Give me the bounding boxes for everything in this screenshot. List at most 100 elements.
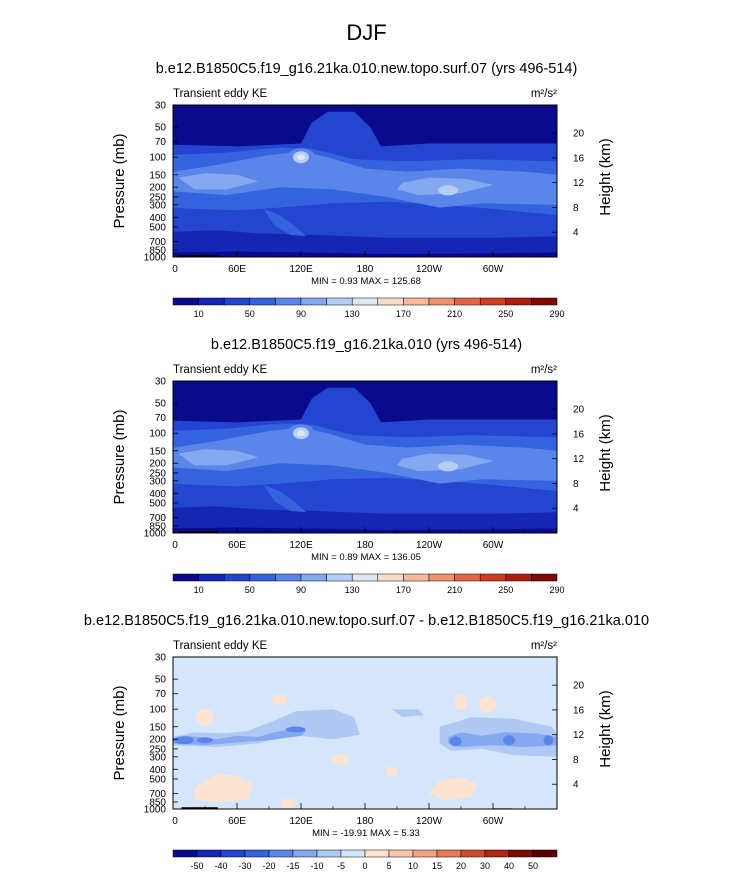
colorbar-label: 50: [245, 309, 255, 319]
pressure-axis-label: Pressure (mb): [111, 685, 128, 780]
colorbar-swatch: [268, 849, 294, 858]
pressure-tick-label: 50: [155, 675, 167, 686]
longitude-tick-label: 120W: [416, 816, 443, 827]
height-tick-label: 8: [573, 479, 579, 490]
colorbar-label: 210: [447, 585, 462, 595]
panel-title: b.e12.B1850C5.f19_g16.21ka.010.new.topo.…: [156, 61, 578, 77]
height-tick-label: 12: [573, 454, 585, 465]
pressure-tick-label: 850: [149, 245, 166, 256]
colorbar-swatch: [436, 849, 462, 858]
longitude-tick-label: 0: [172, 540, 178, 551]
colorbar-swatch: [364, 849, 390, 858]
pressure-tick-label: 300: [149, 752, 166, 763]
longitude-tick-label: 60W: [483, 816, 504, 827]
positive-patch: [455, 694, 467, 711]
panel-units-label: m²/s²: [531, 364, 557, 376]
jet-max-east: [438, 185, 459, 196]
colorbar-swatch: [403, 573, 430, 582]
topography: [178, 255, 218, 257]
pressure-tick-label: 400: [149, 213, 166, 224]
contour-field: [173, 105, 557, 257]
panel-units-label: m²/s²: [531, 640, 557, 652]
pressure-tick-label: 70: [155, 137, 167, 148]
pressure-tick-label: 30: [155, 101, 167, 112]
colorbar-label: 130: [345, 585, 360, 595]
jet-band-2: [173, 151, 557, 208]
colorbar-swatch: [508, 849, 534, 858]
negative-min-east: [543, 735, 554, 746]
colorbar-swatch: [275, 573, 302, 582]
longitude-tick-label: 120W: [416, 540, 443, 551]
topography: [181, 807, 218, 809]
positive-patch: [271, 694, 288, 705]
longitude-tick-label: 120E: [289, 816, 313, 827]
colorbar-swatch: [292, 849, 318, 858]
colorbar-swatch: [479, 297, 507, 306]
colorbar-label: -30: [238, 861, 251, 871]
stratosphere-region: [173, 381, 557, 423]
colorbar-swatch: [275, 297, 302, 306]
stratosphere-region: [173, 105, 557, 147]
colorbar-swatch: [388, 849, 414, 858]
colorbar-swatch: [505, 573, 532, 582]
negative-patch: [391, 709, 424, 718]
positive-patch: [478, 696, 497, 713]
pressure-tick-label: 700: [149, 789, 166, 800]
pressure-tick-label: 250: [149, 468, 166, 479]
colorbar-swatch: [300, 573, 327, 582]
colorbar-swatch: [223, 297, 251, 306]
colorbar-swatch: [532, 849, 558, 858]
colorbar-swatch: [428, 297, 455, 306]
panel-variable-label: Transient eddy KE: [173, 364, 268, 376]
colorbar-label: 10: [194, 585, 204, 595]
pressure-tick-label: 100: [149, 429, 166, 440]
height-tick-label: 4: [573, 228, 579, 239]
colorbar-swatch: [505, 297, 532, 306]
pressure-tick-label: 700: [149, 237, 166, 248]
min-max-label: MIN = 0.89 MAX = 136.05: [311, 552, 421, 563]
min-max-label: MIN = 0.93 MAX = 125.68: [311, 276, 421, 287]
panel-title: b.e12.B1850C5.f19_g16.21ka.010 (yrs 496-…: [211, 337, 522, 353]
longitude-tick-label: 180: [357, 540, 374, 551]
pressure-tick-label: 100: [149, 153, 166, 164]
asian-jet-peak: [297, 430, 305, 437]
colorbar-swatch: [196, 849, 222, 858]
pressure-tick-label: 400: [149, 765, 166, 776]
tropical-plume: [263, 484, 307, 513]
jet-core-west: [178, 449, 259, 466]
pressure-tick-label: 200: [149, 183, 166, 194]
colorbar-label: -5: [337, 861, 345, 871]
colorbar-swatch: [300, 297, 327, 306]
colorbar-swatch: [172, 297, 199, 306]
colorbar-swatch: [531, 297, 558, 306]
colorbar-swatch: [326, 297, 353, 306]
height-tick-label: 4: [573, 504, 579, 515]
colorbar-label: 0: [362, 861, 367, 871]
longitude-tick-label: 180: [357, 264, 374, 275]
longitude-tick-label: 0: [172, 264, 178, 275]
colorbar-label: -20: [262, 861, 275, 871]
positive-patch: [331, 754, 350, 765]
negative-band-west: [173, 709, 360, 748]
pressure-tick-label: 1000: [144, 805, 167, 816]
pressure-tick-label: 250: [149, 744, 166, 755]
height-tick-label: 4: [573, 780, 579, 791]
contour-field: [173, 381, 557, 533]
colorbar: 10 50 90 130 170 210 250 290: [172, 573, 565, 595]
longitude-tick-label: 120W: [416, 264, 443, 275]
height-tick-label: 20: [573, 405, 585, 416]
colorbar-swatch: [351, 297, 379, 306]
longitude-tick-label: 60E: [228, 816, 246, 827]
negative-min-west: [197, 737, 213, 744]
positive-patch: [280, 798, 297, 809]
colorbar-label: 250: [498, 309, 513, 319]
pressure-tick-label: 100: [149, 705, 166, 716]
panel-title: b.e12.B1850C5.f19_g16.21ka.010.new.topo.…: [84, 613, 649, 629]
pressure-tick-label: 1000: [144, 253, 167, 264]
colorbar-label: 5: [386, 861, 391, 871]
colorbar-label: 90: [296, 585, 306, 595]
colorbar-label: -50: [190, 861, 203, 871]
negative-min-east: [449, 736, 462, 747]
pressure-tick-label: 500: [149, 222, 166, 233]
colorbar-swatch: [428, 573, 455, 582]
